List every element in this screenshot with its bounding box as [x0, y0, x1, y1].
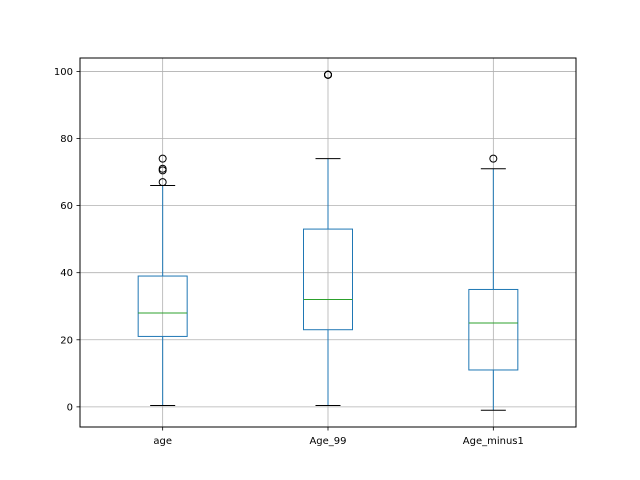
- box-age-99: [303, 70, 353, 407]
- y-tick-label: 40: [60, 268, 73, 279]
- outlier-point: [158, 164, 167, 173]
- box-series: [137, 70, 519, 411]
- x-tick-label: age: [153, 436, 172, 447]
- outlier-point: [489, 154, 498, 163]
- y-tick-label: 60: [60, 201, 73, 212]
- box-iqr: [303, 228, 353, 331]
- y-tick-label: 100: [54, 67, 73, 78]
- box-age: [137, 154, 188, 407]
- x-tick-label: Age_minus1: [463, 436, 524, 447]
- y-axis: 0 20 40 60 80 100: [54, 67, 80, 413]
- outlier-point: [158, 154, 167, 163]
- box-iqr: [137, 275, 188, 337]
- y-tick-label: 80: [60, 134, 73, 145]
- y-tick-label: 0: [67, 402, 73, 413]
- outlier-point: [324, 70, 332, 79]
- y-tick-label: 20: [60, 335, 73, 346]
- box-age-minus1: [468, 154, 519, 411]
- outlier-point: [158, 178, 167, 187]
- x-tick-label: Age_99: [309, 436, 346, 447]
- box-iqr: [468, 288, 519, 371]
- x-axis: age Age_99 Age_minus1: [153, 427, 524, 447]
